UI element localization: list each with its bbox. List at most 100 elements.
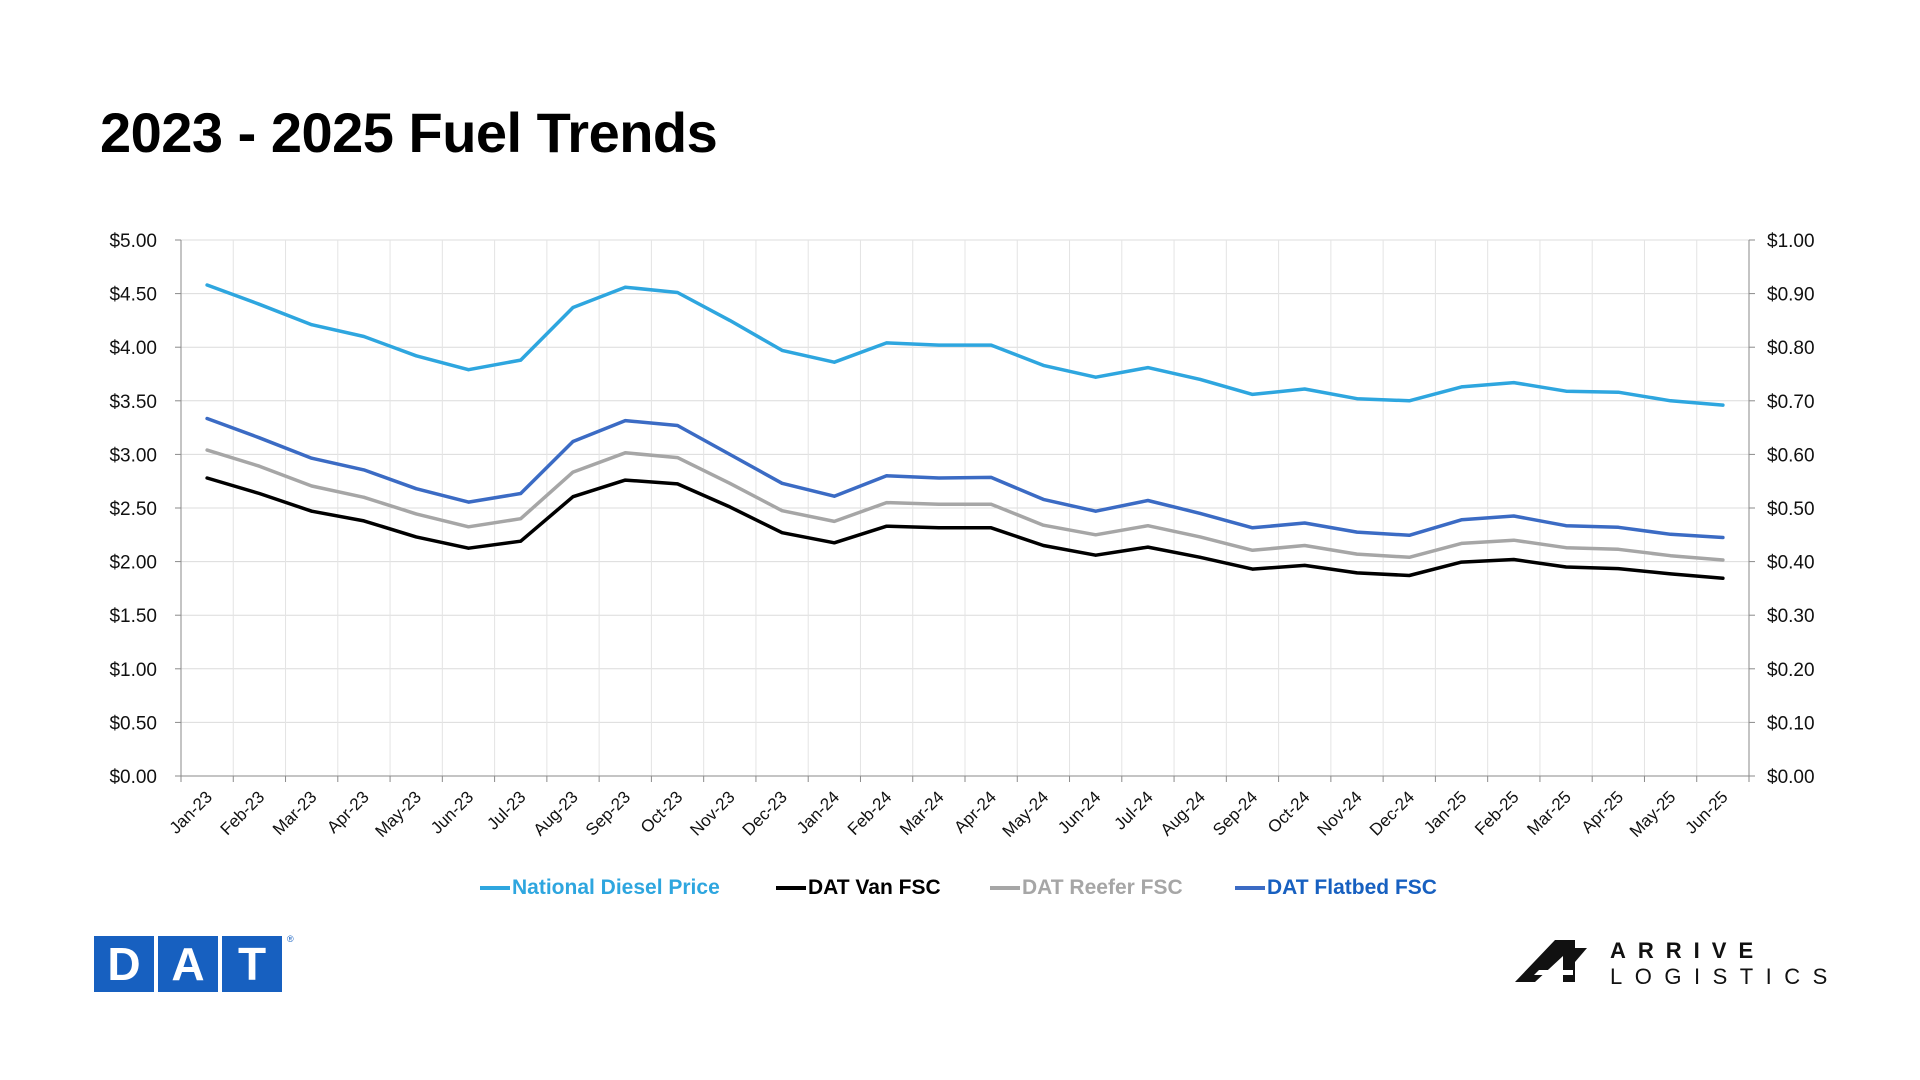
data-point-national-diesel-price xyxy=(728,318,732,322)
data-point-dat-reefer-fsc xyxy=(362,495,366,499)
y-left-tick-label: $0.00 xyxy=(109,767,157,788)
x-tick-label: Oct-24 xyxy=(1264,787,1314,837)
data-point-national-diesel-price xyxy=(1721,403,1725,407)
legend-swatch xyxy=(480,886,510,890)
arrive-logo-subtitle: LOGISTICS xyxy=(1610,964,1840,989)
dat-logo-letter: D xyxy=(94,936,154,992)
data-point-national-diesel-price xyxy=(1460,385,1464,389)
data-point-dat-van-fsc xyxy=(1198,555,1202,559)
y-right-tick-label: $1.00 xyxy=(1767,231,1815,252)
data-point-national-diesel-price xyxy=(1303,387,1307,391)
series-line-dat-flatbed-fsc xyxy=(205,416,1725,540)
y-right-tick-label: $0.50 xyxy=(1767,499,1815,520)
data-point-dat-van-fsc xyxy=(519,539,523,543)
data-point-national-diesel-price xyxy=(310,323,314,327)
y-left-tick-label: $4.50 xyxy=(109,285,157,306)
x-tick-label: Apr-23 xyxy=(323,787,373,837)
data-point-dat-flatbed-fsc xyxy=(1564,524,1568,528)
data-point-dat-reefer-fsc xyxy=(676,456,680,460)
legend-label: DAT Flatbed FSC xyxy=(1267,876,1437,899)
data-point-dat-flatbed-fsc xyxy=(728,452,732,456)
data-point-dat-van-fsc xyxy=(1669,572,1673,576)
legend-item-dat-van-fsc: DAT Van FSC xyxy=(776,868,941,908)
data-point-dat-reefer-fsc xyxy=(1146,524,1150,528)
data-point-dat-reefer-fsc xyxy=(1041,523,1045,527)
data-point-national-diesel-price xyxy=(989,343,993,347)
data-point-national-diesel-price xyxy=(362,334,366,338)
data-point-dat-flatbed-fsc xyxy=(1198,511,1202,515)
data-point-national-diesel-price xyxy=(1355,397,1359,401)
data-point-dat-flatbed-fsc xyxy=(989,475,993,479)
data-point-dat-van-fsc xyxy=(1616,567,1620,571)
data-point-dat-flatbed-fsc xyxy=(623,419,627,423)
data-point-dat-flatbed-fsc xyxy=(885,474,889,478)
y-left-tick-label: $1.00 xyxy=(109,660,157,681)
data-point-dat-flatbed-fsc xyxy=(1669,532,1673,536)
legend-item-dat-flatbed-fsc: DAT Flatbed FSC xyxy=(1235,868,1437,908)
data-point-dat-van-fsc xyxy=(832,541,836,545)
legend-label: DAT Van FSC xyxy=(808,876,941,899)
data-point-dat-van-fsc xyxy=(414,535,418,539)
data-point-dat-reefer-fsc xyxy=(257,464,261,468)
x-tick-label: Jan-23 xyxy=(166,787,216,837)
data-point-national-diesel-price xyxy=(571,306,575,310)
y-left-tick-label: $0.50 xyxy=(109,713,157,734)
data-point-dat-flatbed-fsc xyxy=(1616,525,1620,529)
data-point-dat-reefer-fsc xyxy=(728,481,732,485)
data-point-dat-van-fsc xyxy=(257,492,261,496)
y-right-tick-label: $0.00 xyxy=(1767,767,1815,788)
data-point-national-diesel-price xyxy=(832,360,836,364)
arrive-logo-mark-icon xyxy=(1515,940,1587,982)
data-point-dat-van-fsc xyxy=(1146,545,1150,549)
x-tick-label: Jun-24 xyxy=(1054,787,1104,837)
chart-title: 2023 - 2025 Fuel Trends xyxy=(100,101,718,164)
data-point-national-diesel-price xyxy=(885,341,889,345)
data-point-dat-van-fsc xyxy=(205,476,209,480)
data-point-dat-van-fsc xyxy=(937,526,941,530)
data-point-dat-flatbed-fsc xyxy=(1094,509,1098,513)
x-tick-label: May-23 xyxy=(372,787,426,841)
legend-label: National Diesel Price xyxy=(512,876,720,899)
data-point-dat-reefer-fsc xyxy=(1303,544,1307,548)
data-point-national-diesel-price xyxy=(257,302,261,306)
data-point-dat-flatbed-fsc xyxy=(1460,518,1464,522)
data-point-national-diesel-price xyxy=(205,283,209,287)
legend-item-national-diesel-price: National Diesel Price xyxy=(480,868,720,908)
data-point-dat-van-fsc xyxy=(1407,574,1411,578)
arrive-logistics-logo: ARRIVE LOGISTICS xyxy=(1515,938,1845,989)
legend-swatch xyxy=(1235,886,1265,890)
data-point-national-diesel-price xyxy=(1041,363,1045,367)
x-tick-label: Oct-23 xyxy=(637,787,687,837)
data-point-dat-flatbed-fsc xyxy=(1512,514,1516,518)
dat-logo: D A T ® xyxy=(94,934,294,992)
data-point-dat-reefer-fsc xyxy=(780,509,784,513)
x-tick-label: Aug-24 xyxy=(1157,787,1209,839)
data-point-dat-reefer-fsc xyxy=(832,519,836,523)
data-point-dat-flatbed-fsc xyxy=(780,481,784,485)
data-point-dat-reefer-fsc xyxy=(414,512,418,516)
legend-swatch xyxy=(990,886,1020,890)
data-point-dat-reefer-fsc xyxy=(1407,555,1411,559)
data-point-dat-reefer-fsc xyxy=(1355,552,1359,556)
x-tick-label: Feb-23 xyxy=(217,787,269,839)
axes: $0.00 $0.00 $0.50 $0.10 $1.00 $0.20 $1.50 $0.30… xyxy=(109,231,1814,841)
legend-swatch xyxy=(776,886,806,890)
data-point-dat-van-fsc xyxy=(1250,567,1254,571)
data-point-dat-reefer-fsc xyxy=(1198,535,1202,539)
data-point-national-diesel-price xyxy=(1094,375,1098,379)
data-point-dat-flatbed-fsc xyxy=(1355,530,1359,534)
data-point-dat-van-fsc xyxy=(780,531,784,535)
data-point-dat-reefer-fsc xyxy=(519,517,523,521)
arrive-logo-wordmark: ARRIVE xyxy=(1610,938,1766,963)
data-point-dat-van-fsc xyxy=(1355,571,1359,575)
x-tick-label: Mar-24 xyxy=(896,787,948,839)
x-tick-label: Jun-25 xyxy=(1682,787,1732,837)
data-point-dat-flatbed-fsc xyxy=(414,487,418,491)
data-point-dat-van-fsc xyxy=(1564,565,1568,569)
data-point-dat-flatbed-fsc xyxy=(466,500,470,504)
legend-item-dat-reefer-fsc: DAT Reefer FSC xyxy=(990,868,1183,908)
data-point-dat-flatbed-fsc xyxy=(571,440,575,444)
data-point-dat-reefer-fsc xyxy=(1512,538,1516,542)
data-point-dat-reefer-fsc xyxy=(1564,546,1568,550)
